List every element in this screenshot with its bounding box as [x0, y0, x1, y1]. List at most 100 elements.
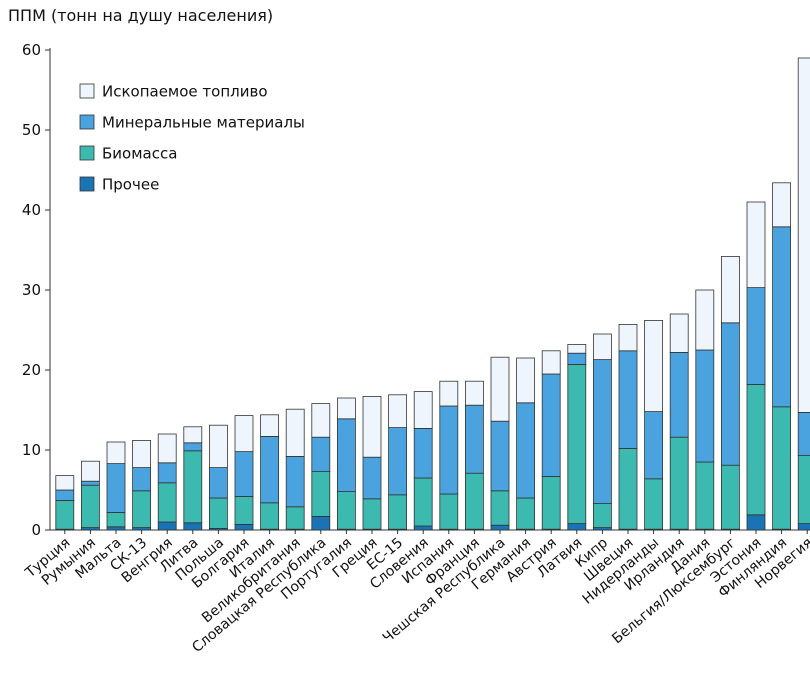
bar-segment: [106, 512, 126, 528]
bar-segment: [772, 182, 791, 228]
bar-segment: [413, 525, 433, 531]
bar-segment: [490, 420, 510, 492]
bar-segment: [567, 352, 587, 365]
bar-segment: [106, 463, 126, 513]
bar-segment: [541, 373, 561, 477]
legend-label: Минеральные материалы: [102, 114, 305, 132]
y-tick-label: 60: [22, 41, 41, 59]
bar-segment: [260, 502, 280, 530]
bar-segment: [669, 313, 689, 353]
legend: Ископаемое топливо Минеральные материалы Б…: [79, 83, 305, 194]
bar-segment: [81, 460, 100, 482]
bar-segment: [797, 411, 810, 456]
bar-segment: [55, 489, 75, 501]
bar-segment: [234, 524, 254, 531]
bar-segment: [311, 436, 331, 473]
bar-segment: [567, 343, 587, 354]
bar-segment: [285, 408, 305, 457]
y-tick-label: 30: [22, 281, 41, 299]
bar-segment: [797, 57, 810, 413]
bar-segment: [516, 497, 535, 530]
legend-label: Прочее: [102, 176, 159, 194]
bar-segment: [106, 441, 126, 465]
bar-segment: [413, 391, 433, 429]
bar-segment: [567, 363, 587, 524]
bar-segment: [388, 494, 408, 530]
bar-segment: [644, 411, 663, 480]
legend-swatch: [79, 83, 95, 99]
bar-segment: [132, 467, 152, 492]
legend-swatch: [79, 145, 95, 161]
bar-segment: [234, 451, 254, 497]
y-tick-label: 50: [22, 121, 41, 139]
bar-segment: [490, 356, 510, 422]
bar-segment: [311, 403, 331, 438]
bar-segment: [695, 461, 715, 530]
bar-segment: [669, 436, 689, 530]
bar-segment: [593, 359, 612, 505]
bar-segment: [593, 503, 612, 529]
bar-segment: [285, 455, 305, 508]
bar-segment: [721, 464, 740, 530]
bar-segment: [669, 351, 689, 438]
bar-segment: [208, 467, 228, 499]
bar-segment: [695, 349, 715, 463]
bar-segment: [464, 472, 484, 530]
bar-segment: [260, 435, 280, 504]
legend-label: Биомасса: [102, 145, 177, 163]
bar-segment: [336, 491, 356, 530]
bar-segment: [413, 427, 433, 479]
bar-segment: [490, 490, 510, 526]
y-tick-label: 20: [22, 361, 41, 379]
legend-swatch: [79, 114, 95, 130]
bar-segment: [516, 357, 535, 404]
bar-segment: [439, 405, 459, 495]
bar-segment: [81, 484, 100, 529]
bar-segment: [362, 456, 382, 500]
bar-segment: [746, 201, 766, 288]
bar-segment: [516, 402, 535, 499]
bar-segment: [772, 226, 791, 408]
bar-segment: [208, 497, 228, 529]
bar-segment: [593, 333, 612, 361]
bar-segment: [746, 287, 766, 385]
bar-segment: [490, 524, 510, 531]
bar-segment: [157, 433, 177, 464]
bar-segment: [439, 493, 459, 530]
bar-segment: [157, 521, 177, 531]
bar-segment: [618, 447, 638, 530]
bar-segment: [311, 471, 331, 517]
bar-segment: [541, 350, 561, 375]
bar-segment: [797, 523, 810, 531]
bar-segment: [183, 522, 203, 531]
bar-segment: [746, 383, 766, 516]
bar-segment: [183, 442, 203, 452]
bar-segment: [208, 424, 228, 469]
bar-segment: [439, 380, 459, 407]
bar-segment: [55, 475, 75, 491]
bar-segment: [55, 499, 75, 530]
bar-segment: [81, 480, 100, 486]
bars: [55, 57, 810, 531]
bar-segment: [618, 350, 638, 449]
bar-segment: [695, 289, 715, 351]
x-tick-labels: ТурцияРумынияМальтаСК-13ВенгрияЛитваПоль…: [22, 535, 810, 656]
bar-segment: [183, 426, 203, 444]
axes: 0 10 20 30 40 50 60: [22, 41, 810, 539]
bar-segment: [772, 406, 791, 530]
bar-segment: [157, 462, 177, 484]
bar-segment: [464, 404, 484, 474]
y-tick-label: 10: [22, 441, 41, 459]
bar-segment: [721, 255, 740, 324]
bar-segment: [234, 495, 254, 525]
bar-segment: [183, 450, 203, 524]
bar-segment: [132, 439, 152, 468]
bar-segment: [541, 475, 561, 530]
y-tick-label: 0: [31, 521, 41, 539]
bar-segment: [567, 523, 587, 531]
y-axis-title: ППМ (тонн на душу населения): [8, 6, 274, 25]
bar-segment: [644, 478, 663, 530]
bar-segment: [260, 414, 280, 437]
bar-segment: [464, 380, 484, 406]
